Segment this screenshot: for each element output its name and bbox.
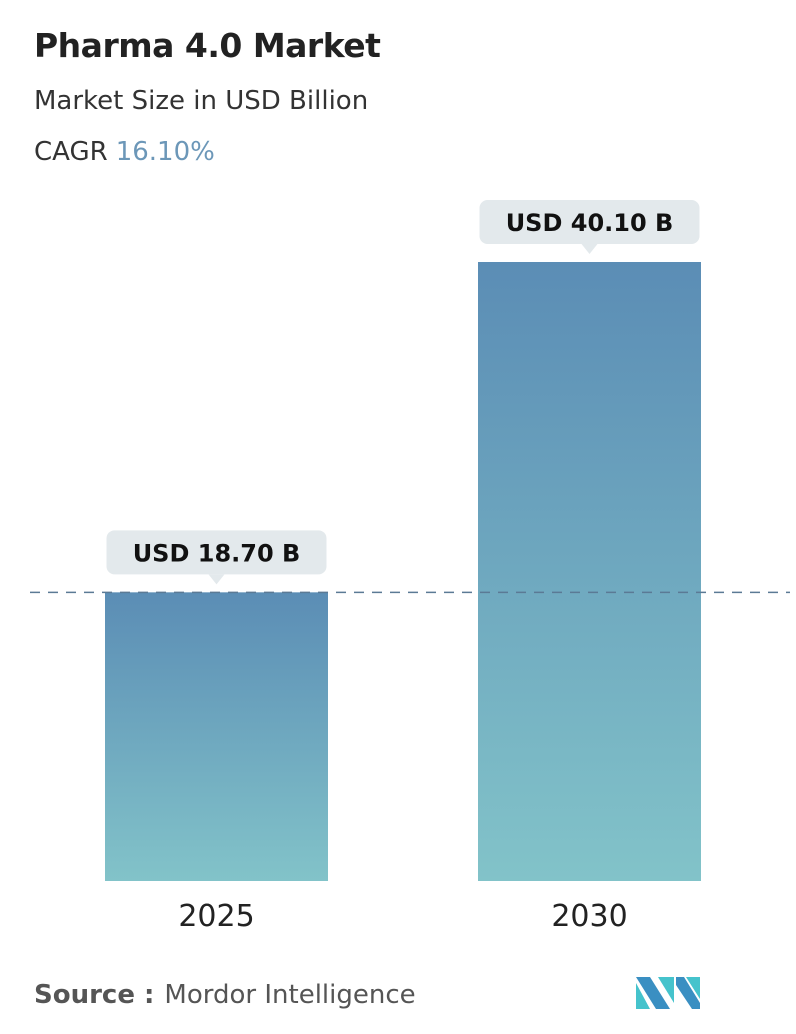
- cagr-label: CAGR: [34, 137, 108, 167]
- source: Source : Mordor Intelligence: [34, 980, 416, 1010]
- chart-subtitle: Market Size in USD Billion: [34, 86, 369, 116]
- mordor-logo: [636, 977, 700, 1009]
- x-tick-label: 2030: [551, 899, 627, 934]
- chart-title: Pharma 4.0 Market: [34, 26, 381, 65]
- data-label-bubble: [479, 200, 700, 244]
- data-label-bubble: [106, 530, 327, 575]
- data-label: USD 18.70 B: [133, 539, 301, 567]
- bar-2030: [478, 262, 701, 881]
- source-label: Source :: [34, 980, 155, 1010]
- x-tick-label: 2025: [178, 899, 254, 934]
- data-label: USD 40.10 B: [506, 209, 674, 237]
- cagr: CAGR 16.10%: [34, 137, 215, 167]
- source-value: Mordor Intelligence: [164, 980, 416, 1010]
- data-label-pointer: [581, 244, 598, 254]
- data-label-pointer: [208, 574, 225, 585]
- bar-chart: 2025 USD 18.70 B 2030 USD 40.10 B: [30, 200, 790, 934]
- bar-2025: [105, 592, 328, 881]
- cagr-value: 16.10%: [115, 137, 215, 167]
